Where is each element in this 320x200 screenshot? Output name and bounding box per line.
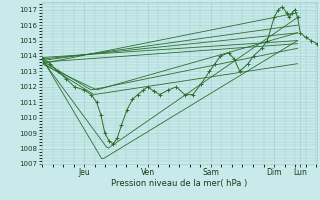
X-axis label: Pression niveau de la mer( hPa ): Pression niveau de la mer( hPa ) <box>111 179 247 188</box>
